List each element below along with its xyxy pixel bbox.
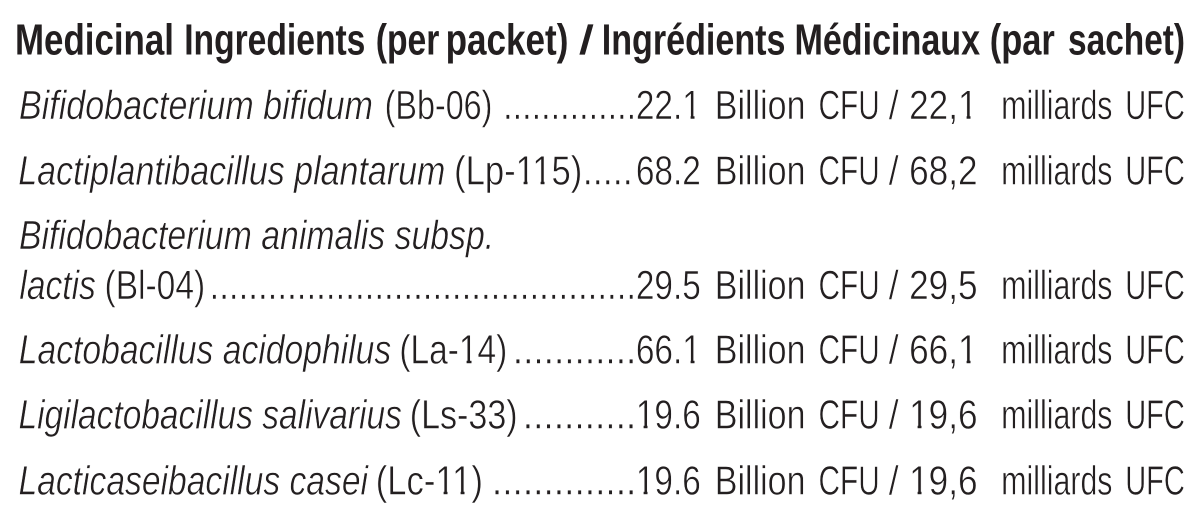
svg-text:milliards: milliards (1001, 262, 1112, 308)
svg-text:..............: .............. (492, 458, 636, 504)
svg-text:(Lc-11): (Lc-11) (376, 458, 483, 504)
svg-text:22.1: 22.1 (636, 82, 701, 128)
svg-text:lactis: lactis (19, 262, 95, 308)
svg-text:CFU: CFU (819, 148, 880, 194)
svg-text:milliards: milliards (1001, 148, 1112, 194)
svg-text:66.1: 66.1 (636, 327, 701, 373)
svg-text:(Ls-33): (Ls-33) (410, 392, 518, 438)
svg-text:Ingrédients: Ingrédients (602, 16, 786, 65)
svg-text:milliards: milliards (1001, 392, 1112, 438)
svg-text:(La-14): (La-14) (399, 327, 507, 373)
svg-text:Bifidobacterium bifidum: Bifidobacterium bifidum (19, 82, 373, 128)
svg-text:milliards: milliards (1001, 458, 1112, 504)
svg-text:(Bb-06): (Bb-06) (385, 82, 493, 128)
svg-text:milliards: milliards (1001, 327, 1112, 373)
svg-text:/: / (889, 327, 899, 373)
svg-text:19.6: 19.6 (636, 392, 701, 438)
svg-text:UFC: UFC (1125, 82, 1185, 128)
svg-text:(Bl-04): (Bl-04) (105, 262, 206, 308)
svg-text:68.2: 68.2 (636, 148, 701, 194)
svg-text:/: / (889, 262, 899, 308)
svg-text:Lactiplantibacillus plantarum: Lactiplantibacillus plantarum (18, 148, 445, 194)
svg-text:CFU: CFU (819, 82, 880, 128)
svg-text:UFC: UFC (1125, 262, 1185, 308)
svg-text:/: / (889, 392, 899, 438)
svg-text:19.6: 19.6 (636, 458, 701, 504)
svg-text:CFU: CFU (819, 392, 880, 438)
svg-text:sachet): sachet) (1068, 16, 1185, 65)
svg-text:Billion: Billion (715, 82, 806, 128)
svg-text:Billion: Billion (715, 148, 806, 194)
svg-text:19,6: 19,6 (909, 458, 977, 504)
svg-text:UFC: UFC (1125, 148, 1185, 194)
svg-text:packet): packet) (446, 16, 569, 65)
svg-text:/: / (889, 82, 899, 128)
svg-text:29.5: 29.5 (636, 262, 701, 308)
svg-text:UFC: UFC (1125, 392, 1185, 438)
svg-text:68,2: 68,2 (909, 148, 977, 194)
svg-text:.....: ..... (583, 148, 633, 194)
svg-text:CFU: CFU (819, 327, 880, 373)
svg-text:..............: .............. (503, 82, 636, 128)
svg-text:..............................: ........................................… (210, 262, 637, 308)
svg-text:Billion: Billion (715, 458, 806, 504)
svg-text:Billion: Billion (715, 392, 806, 438)
svg-text:Médicinaux: Médicinaux (794, 16, 980, 65)
svg-text:CFU: CFU (819, 262, 880, 308)
svg-text:Lactobacillus acidophilus: Lactobacillus acidophilus (19, 327, 391, 373)
svg-text:Ingredients: Ingredients (184, 16, 365, 65)
svg-text:UFC: UFC (1125, 458, 1185, 504)
svg-text:Medicinal: Medicinal (15, 16, 174, 65)
svg-text:...........: ........... (523, 392, 636, 438)
svg-text:Lacticaseibacillus casei: Lacticaseibacillus casei (18, 458, 369, 504)
svg-text:29,5: 29,5 (909, 262, 977, 308)
svg-text:66,1: 66,1 (909, 327, 977, 373)
svg-text:Billion: Billion (715, 327, 806, 373)
svg-text:(per: (per (376, 16, 440, 65)
svg-text:............: ............ (513, 327, 637, 373)
svg-text:Ligilactobacillus salivarius: Ligilactobacillus salivarius (18, 392, 401, 438)
svg-text:milliards: milliards (1001, 82, 1112, 128)
svg-text:Bifidobacterium animalis subsp: Bifidobacterium animalis subsp. (19, 212, 494, 258)
svg-text:(par: (par (990, 16, 1055, 65)
svg-text:/: / (889, 148, 899, 194)
svg-text:CFU: CFU (819, 458, 880, 504)
svg-text:19,6: 19,6 (909, 392, 977, 438)
svg-text:22,1: 22,1 (909, 82, 977, 128)
svg-text:(Lp-115): (Lp-115) (454, 148, 582, 194)
svg-text:UFC: UFC (1125, 327, 1185, 373)
svg-text:/: / (889, 458, 899, 504)
svg-text:Billion: Billion (715, 262, 806, 308)
